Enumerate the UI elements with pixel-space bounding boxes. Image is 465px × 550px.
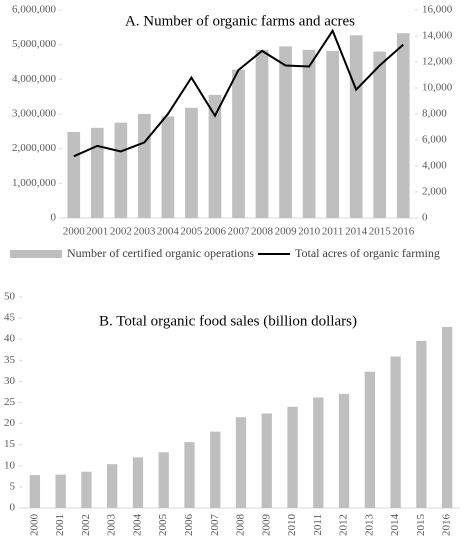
bar <box>132 457 144 508</box>
x-tick-label: 2016 <box>441 514 453 537</box>
bar <box>338 394 350 508</box>
y-tick-label: 1,000,000 <box>12 177 57 189</box>
y-tick-label: 30 <box>4 375 16 387</box>
legend-label: Total acres of organic farming <box>295 246 440 260</box>
x-tick-label: 2011 <box>322 226 344 238</box>
bar <box>373 51 387 218</box>
x-tick-label: 2004 <box>157 226 180 238</box>
bar <box>208 94 222 218</box>
y2-tick-label: 4,000 <box>422 160 447 172</box>
x-tick-label: 2008 <box>251 226 274 238</box>
bar <box>279 46 292 219</box>
bar <box>255 49 269 218</box>
bar <box>364 371 375 508</box>
y2-tick-label: 0 <box>422 212 428 224</box>
x-tick-label: 2008 <box>235 514 247 537</box>
x-tick-label: 2011 <box>312 514 324 536</box>
bar <box>138 114 151 218</box>
x-tick-label: 2016 <box>392 226 415 238</box>
y2-tick-label: 6,000 <box>422 134 447 146</box>
x-tick-label: 2007 <box>228 226 251 238</box>
line <box>73 28 404 158</box>
x-tick-label: 2013 <box>363 514 375 537</box>
y2-tick-label: 8,000 <box>422 108 447 120</box>
bar <box>67 132 81 218</box>
x-tick-label: 2010 <box>298 226 321 238</box>
y-tick-label: 50 <box>4 291 16 303</box>
y-tick-label: 15 <box>4 438 16 450</box>
bar <box>349 35 363 218</box>
x-tick-label: 2010 <box>286 514 298 537</box>
bar <box>184 442 195 508</box>
bar <box>185 107 198 218</box>
x-tick-label: 2012 <box>338 514 350 536</box>
y-tick-label: 35 <box>4 354 16 366</box>
bar <box>210 431 221 508</box>
x-tick-label: 2003 <box>106 514 118 537</box>
y-tick-label: 5,000,000 <box>12 38 57 50</box>
chart-title: A. Number of organic farms and acres <box>125 13 355 29</box>
x-tick-label: 2014 <box>389 514 401 537</box>
bar <box>235 417 247 508</box>
x-tick-label: 2002 <box>80 514 92 536</box>
bar <box>416 340 427 508</box>
x-tick-label: 2006 <box>183 514 195 537</box>
bar <box>441 326 453 508</box>
bar <box>390 356 401 508</box>
y-tick-label: 0 <box>10 502 16 514</box>
y-tick-label: 6,000,000 <box>12 4 57 16</box>
bar <box>313 397 324 508</box>
x-tick-label: 2009 <box>260 514 272 537</box>
y-tick-label: 5 <box>10 480 16 492</box>
x-tick-label: 2000 <box>63 226 86 238</box>
bar <box>261 413 272 508</box>
x-tick-label: 2007 <box>209 514 221 537</box>
y-tick-label: 40 <box>4 333 16 345</box>
x-tick-label: 2001 <box>54 514 66 536</box>
y2-tick-label: 16,000 <box>422 4 453 16</box>
y-tick-label: 0 <box>51 212 57 224</box>
x-tick-label: 2015 <box>415 514 427 537</box>
y-tick-label: 2,000,000 <box>12 142 57 154</box>
x-tick-label: 2015 <box>369 226 392 238</box>
x-tick-label: 2006 <box>204 226 227 238</box>
y-tick-label: 45 <box>4 312 16 324</box>
bar <box>90 127 104 218</box>
y2-tick-label: 12,000 <box>422 56 453 68</box>
bar <box>161 116 175 218</box>
y-tick-label: 20 <box>4 417 16 429</box>
x-tick-label: 2009 <box>275 226 298 238</box>
y2-tick-label: 14,000 <box>422 30 453 42</box>
y2-tick-label: 10,000 <box>422 82 453 94</box>
bar <box>326 50 339 219</box>
bar <box>81 471 92 508</box>
x-tick-label: 2003 <box>133 226 156 238</box>
bar <box>55 474 66 508</box>
x-tick-label: 2004 <box>131 514 143 537</box>
y-tick-label: 4,000,000 <box>12 73 57 85</box>
x-tick-label: 2005 <box>180 226 203 238</box>
x-tick-label: 2005 <box>157 514 169 537</box>
legend-swatch <box>10 250 62 258</box>
bar <box>287 406 298 508</box>
bar <box>107 464 118 508</box>
chart-title: B. Total organic food sales (billion dol… <box>99 313 357 329</box>
legend-label: Number of certified organic operations <box>67 246 254 260</box>
y2-tick-label: 2,000 <box>422 186 447 198</box>
bar <box>232 69 245 218</box>
x-tick-label: 2000 <box>28 514 40 537</box>
x-tick-label: 2002 <box>110 226 132 238</box>
y-tick-label: 3,000,000 <box>12 108 57 120</box>
bar <box>29 475 41 508</box>
x-tick-label: 2014 <box>345 226 368 238</box>
y-tick-label: 25 <box>4 396 16 408</box>
y-tick-label: 10 <box>4 459 16 471</box>
bar <box>302 49 316 218</box>
bar <box>114 122 128 218</box>
bar <box>396 33 410 218</box>
bar <box>158 452 169 508</box>
x-tick-label: 2001 <box>86 226 108 238</box>
